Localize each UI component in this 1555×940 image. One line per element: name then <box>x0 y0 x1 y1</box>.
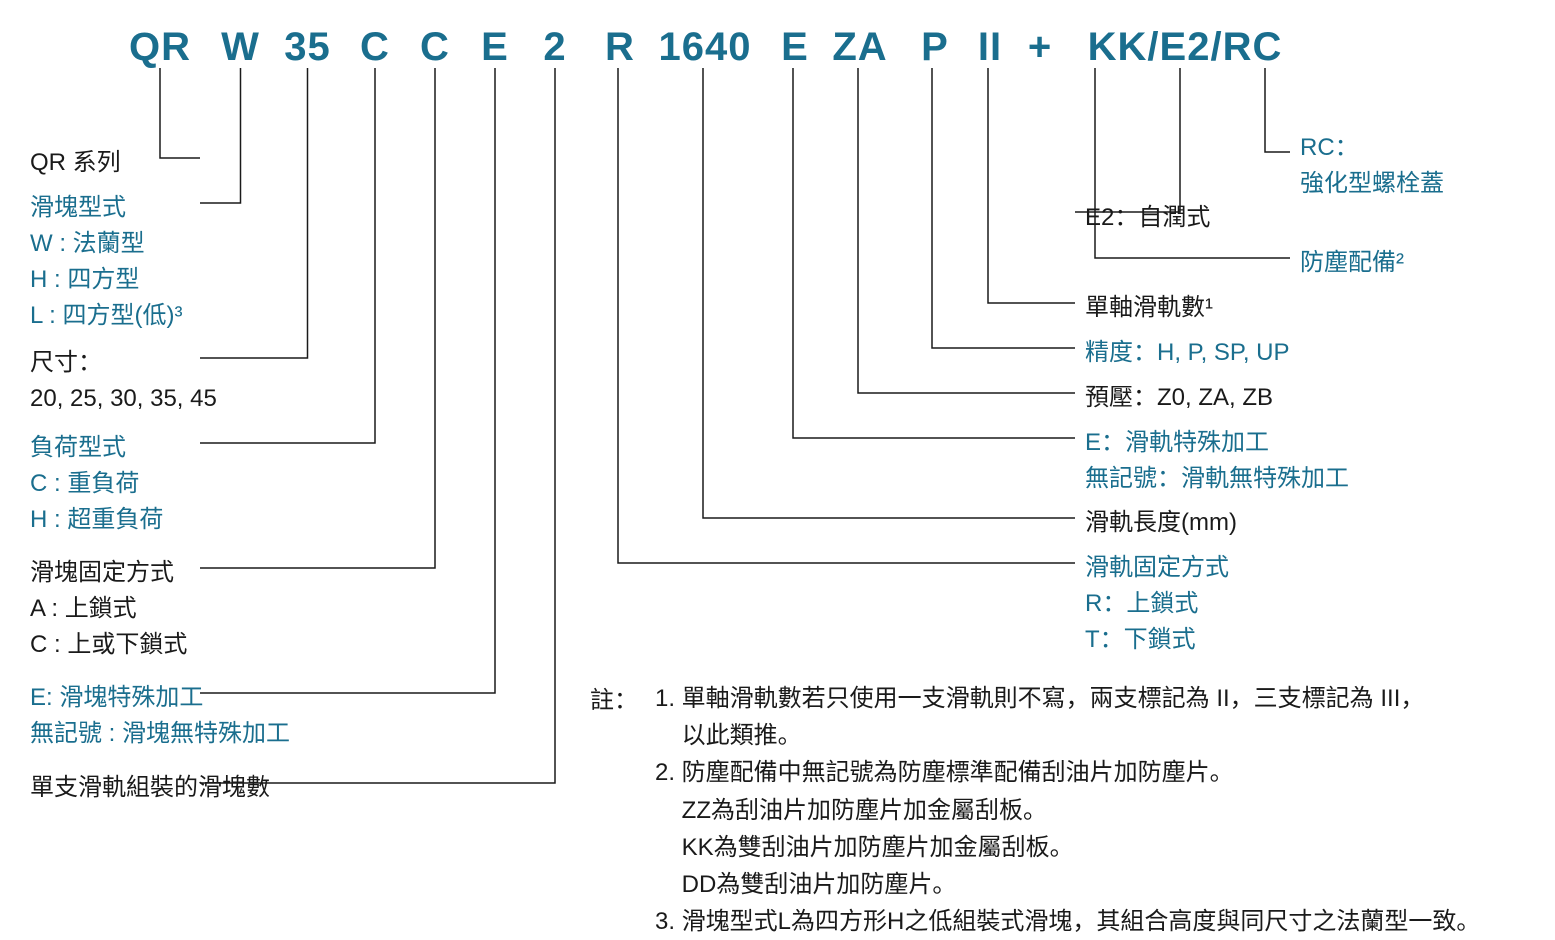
code-seg-kk: KK/E2/RC <box>1070 25 1300 70</box>
label-r-1640: 滑軌長度(mm) <box>1085 505 1237 541</box>
code-seg-1640: 1640 <box>655 25 755 70</box>
code-seg-r: R <box>600 25 640 70</box>
code-seg-e1: E <box>475 25 515 70</box>
label-l-qr: QR 系列 <box>30 145 121 181</box>
code-seg-e2: E <box>775 25 815 70</box>
label-r-rc: RC： 強化型螺栓蓋 <box>1300 130 1444 202</box>
label-r-r: 滑軌固定方式 R：上鎖式 T：下鎖式 <box>1085 550 1229 658</box>
code-seg-qr: QR <box>125 25 195 70</box>
code-seg-2: 2 <box>535 25 575 70</box>
label-l-35: 尺寸： 20, 25, 30, 35, 45 <box>30 345 217 417</box>
code-seg-w: W <box>218 25 263 70</box>
label-l-w: 滑塊型式 W : 法蘭型 H : 四方型 L : 四方型(低)³ <box>30 190 182 334</box>
code-seg-35: 35 <box>280 25 335 70</box>
label-l-2: 單支滑軌組裝的滑塊數 <box>30 770 270 806</box>
label-r-dust: 防塵配備² <box>1300 245 1404 281</box>
label-l-c1: 負荷型式 C : 重負荷 H : 超重負荷 <box>30 430 163 538</box>
label-r-ii: 單軸滑軌數¹ <box>1085 290 1213 326</box>
label-r-e2: E：滑軌特殊加工 無記號：滑軌無特殊加工 <box>1085 425 1349 497</box>
code-seg-p: P <box>915 25 955 70</box>
code-seg-za: ZA <box>830 25 890 70</box>
code-seg-c1: C <box>355 25 395 70</box>
label-r-za: 預壓：Z0, ZA, ZB <box>1085 380 1273 416</box>
label-r-p: 精度：H, P, SP, UP <box>1085 335 1290 371</box>
code-seg-ii: II <box>970 25 1010 70</box>
label-r-e2s: E2：自潤式 <box>1085 200 1210 236</box>
label-l-c2: 滑塊固定方式 A : 上鎖式 C : 上或下鎖式 <box>30 555 187 663</box>
code-seg-c2: C <box>415 25 455 70</box>
part-number-row: QRW35CCE2R1640EZAPII+KK/E2/RC <box>0 20 1555 75</box>
notes-body: 1. 單軸滑軌數若只使用一支滑軌則不寫，兩支標記為 II，三支標記為 III， … <box>655 680 1480 940</box>
label-l-e1: E: 滑塊特殊加工 無記號 : 滑塊無特殊加工 <box>30 680 290 752</box>
notes-prefix: 註： <box>590 680 638 715</box>
code-seg-plus: + <box>1025 25 1055 70</box>
